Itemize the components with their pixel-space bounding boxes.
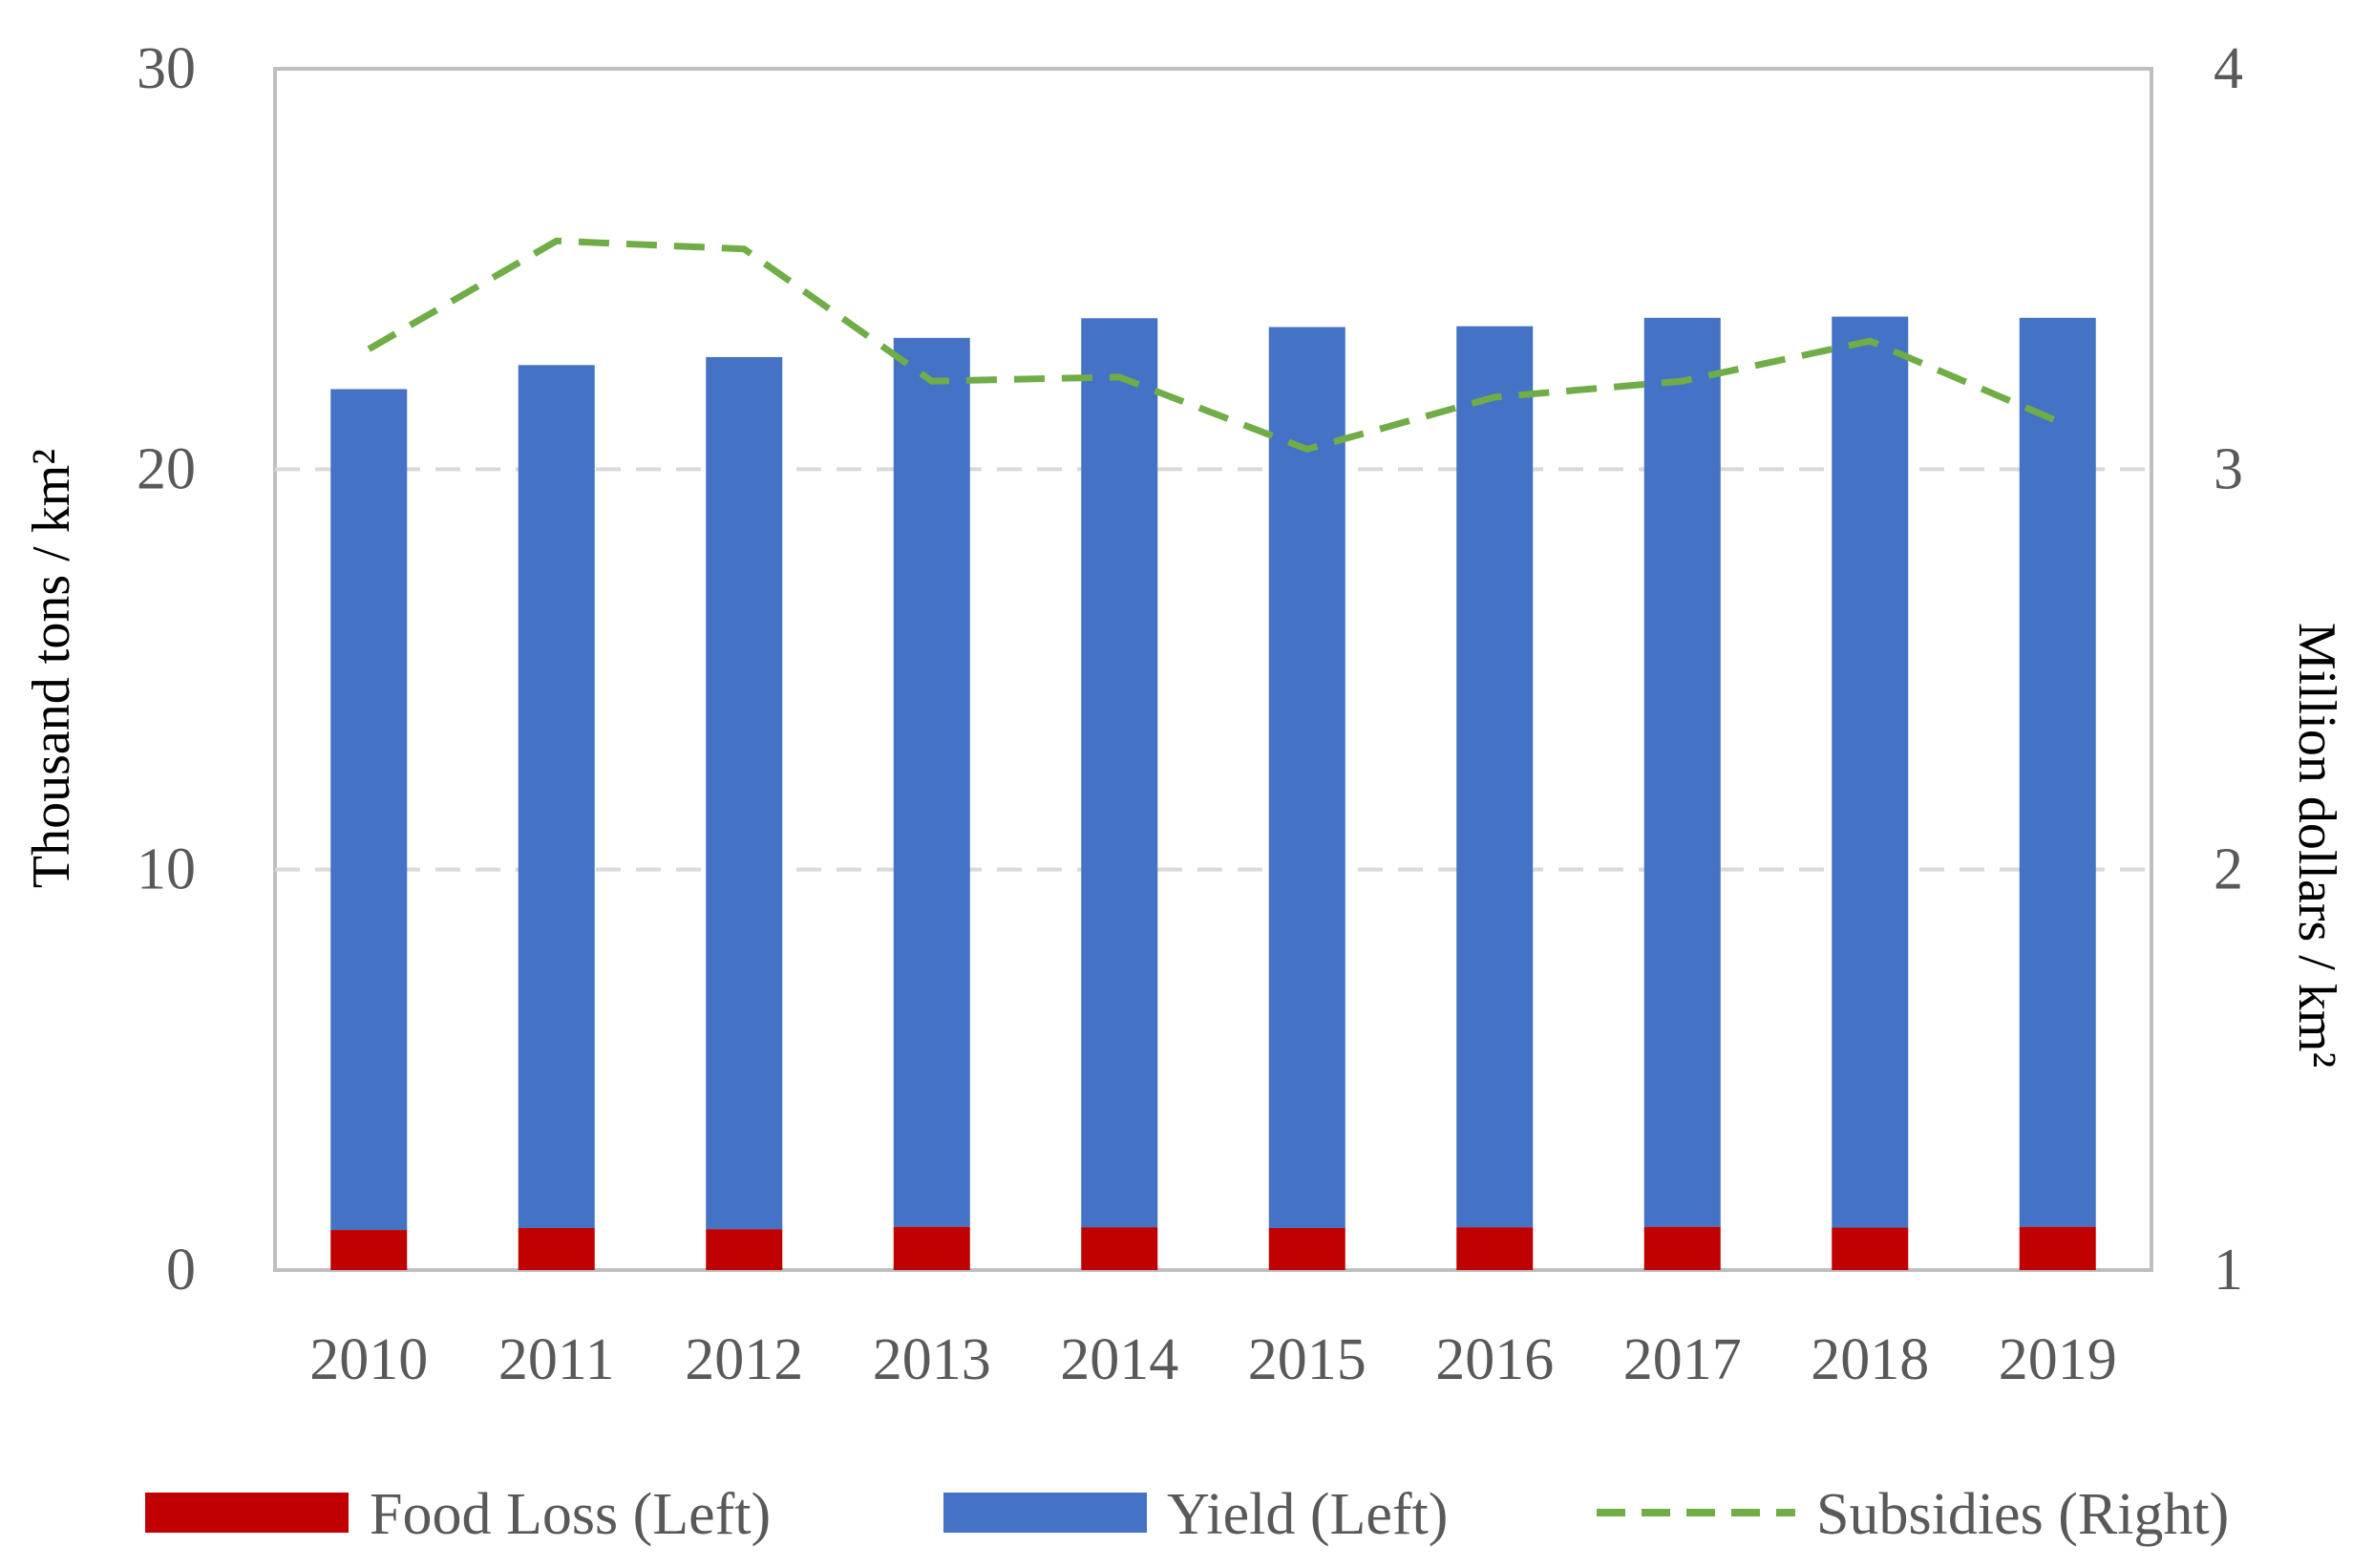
left-tick-label: 20 (137, 436, 196, 501)
right-tick-label: 2 (2214, 837, 2243, 902)
legend-label-subsidies: Subsidies (Right) (1816, 1482, 2229, 1547)
gridlines (275, 467, 2151, 872)
bar-yield-2019 (2019, 317, 2096, 1227)
bar-yield-2013 (893, 337, 970, 1227)
x-tick-label: 2012 (685, 1327, 803, 1392)
x-tick-label: 2019 (1999, 1327, 2117, 1392)
subsidies-line-layer (367, 237, 2060, 453)
x-tick-label: 2018 (1811, 1327, 1929, 1392)
bar-yield-2011 (518, 365, 595, 1228)
x-axis-ticks: 2010 2011 2012 2013 2014 2015 2016 2017 2018 2019 (309, 1327, 2117, 1392)
bar-yield-2017 (1643, 317, 1721, 1227)
legend: Food Loss (Left) Yield (Left) Subsidies … (145, 1482, 2229, 1547)
legend-label-food-loss: Food Loss (Left) (370, 1482, 771, 1547)
plot-area (273, 67, 2153, 1272)
x-tick-label: 2014 (1060, 1327, 1178, 1392)
x-tick-label: 2010 (309, 1327, 428, 1392)
left-tick-label: 10 (137, 837, 196, 902)
bar-yield-2018 (1832, 316, 1909, 1228)
left-tick-label: 30 (137, 36, 196, 101)
right-tick-label: 4 (2214, 36, 2243, 101)
bar-food-loss-2010 (330, 1230, 408, 1270)
bar-food-loss-2011 (518, 1227, 595, 1270)
bar-food-loss-2018 (1832, 1227, 1909, 1270)
right-tick-label: 1 (2214, 1238, 2243, 1303)
bar-food-loss-2015 (1268, 1227, 1345, 1270)
bar-food-loss-2017 (1643, 1226, 1721, 1270)
bar-food-loss-2019 (2019, 1226, 2096, 1270)
legend-label-yield: Yield (Left) (1167, 1482, 1448, 1547)
bar-yield-2015 (1268, 327, 1345, 1228)
x-tick-label: 2017 (1623, 1327, 1742, 1392)
left-axis-ticks: 0 10 20 30 (137, 36, 196, 1303)
left-axis-title: Thousand tons / km² (22, 449, 81, 888)
x-tick-label: 2013 (873, 1327, 991, 1392)
bar-yield-2010 (330, 389, 408, 1231)
right-tick-label: 3 (2214, 436, 2243, 501)
bar-food-loss-2013 (893, 1226, 970, 1270)
bar-food-loss-2014 (1081, 1227, 1158, 1270)
x-tick-label: 2016 (1435, 1327, 1554, 1392)
bar-yield-2016 (1456, 326, 1534, 1228)
bar-food-loss-2016 (1456, 1227, 1534, 1270)
bar-yield-2014 (1081, 318, 1158, 1228)
x-tick-label: 2011 (498, 1327, 615, 1392)
bar-yield-2012 (706, 356, 783, 1230)
line-subsidies (367, 237, 2060, 453)
bar-food-loss-2012 (706, 1229, 783, 1270)
legend-swatch-yield (943, 1493, 1147, 1533)
left-tick-label: 0 (166, 1238, 196, 1303)
right-axis-ticks: 1 2 3 4 (2214, 36, 2243, 1303)
legend-swatch-food-loss (145, 1493, 349, 1533)
bars (330, 316, 2096, 1270)
right-axis-title: Million dollars / km² (2287, 623, 2346, 1068)
x-tick-label: 2015 (1248, 1327, 1367, 1392)
